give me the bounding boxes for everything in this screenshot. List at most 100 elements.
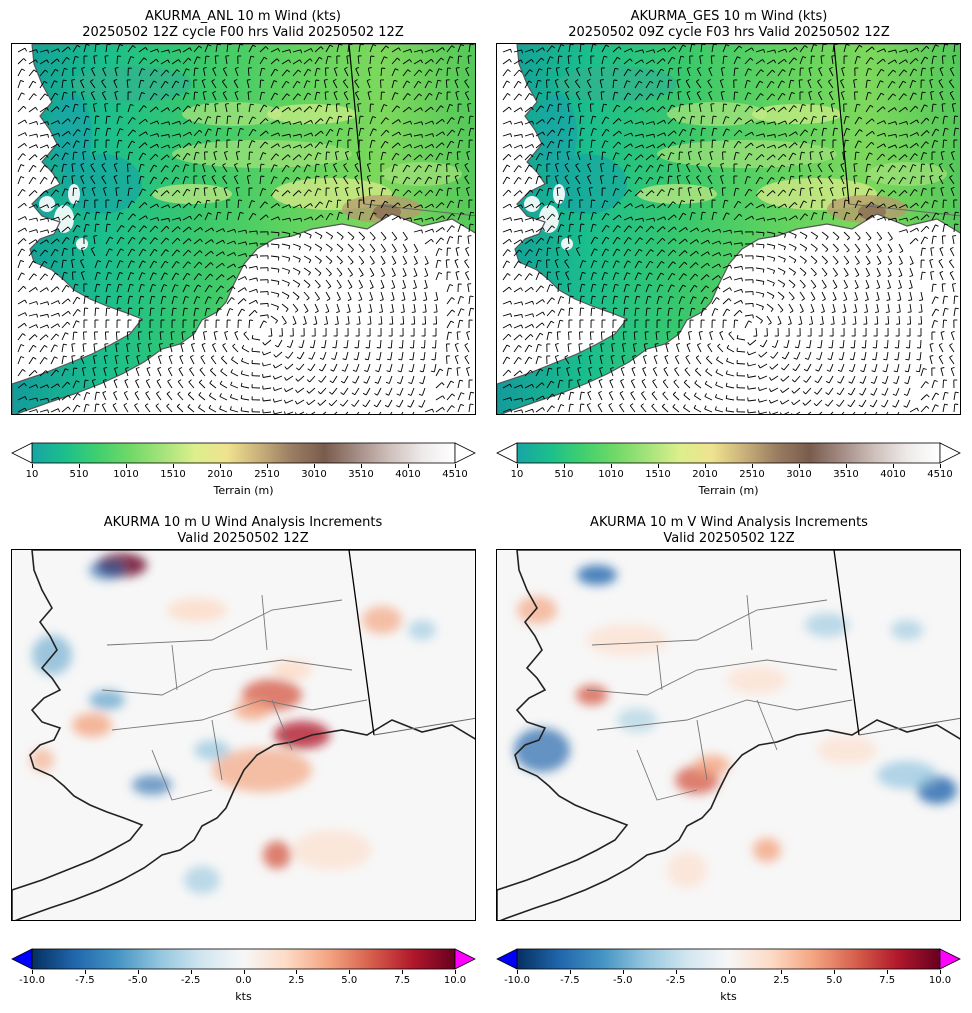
colorbar-tick-mark (190, 970, 192, 974)
colorbar-tick-label: 3010 (786, 469, 812, 480)
colorbar-tick-mark (267, 464, 268, 468)
colorbar-tick-label: 7.5 (394, 975, 411, 986)
colorbar-tick-label: -5.0 (612, 975, 633, 986)
colorbar-tick-label: -2.5 (665, 975, 686, 986)
colorbar-tick-mark (84, 970, 86, 974)
terrain-wind-map (496, 43, 961, 415)
colorbar-tick-mark (517, 464, 518, 468)
colorbar-tick-label: 2.5 (288, 975, 305, 986)
colorbar-tick-label: -7.5 (560, 975, 580, 986)
colorbar-tick-mark (781, 970, 783, 974)
colorbar-tick-mark (32, 464, 33, 468)
colorbar-tick-mark (243, 970, 245, 974)
colorbar-tick-label: 2.5 (773, 975, 790, 986)
colorbar-tick-label: -10.0 (19, 975, 45, 986)
colorbar-tick-mark (220, 464, 221, 468)
colorbar-tick-mark (705, 464, 706, 468)
panel-title-line1: AKURMA 10 m V Wind Analysis Increments (590, 515, 868, 530)
panel-title-line2: 20250502 09Z cycle F03 hrs Valid 2025050… (568, 25, 890, 40)
increment-colorbar: -10.0 -7.5 -5.0 -2.5 0.0 2.5 5.0 7.5 10.0 kts (496, 948, 961, 1008)
colorbar-tick-mark (834, 970, 836, 974)
colorbar-tick-mark (887, 970, 889, 974)
terrain-wind-map (11, 43, 476, 415)
colorbar-tick-label: 3510 (833, 469, 859, 480)
increment-map (496, 549, 961, 921)
colorbar-tick-label: -10.0 (504, 975, 530, 986)
colorbar-tick-label: 3510 (348, 469, 374, 480)
colorbar-tick-mark (137, 970, 139, 974)
colorbar-tick-label: 5.0 (341, 975, 358, 986)
terrain-colorbar: 10 510 1010 1510 2010 2510 3010 3510 4010 4510 Te… (496, 442, 961, 502)
colorbar-tick-label: -5.0 (127, 975, 148, 986)
panel-title-line1: AKURMA_ANL 10 m Wind (kts) (144, 9, 342, 24)
colorbar-tick-label: -7.5 (75, 975, 95, 986)
colorbar-tick-mark (402, 970, 404, 974)
terrain-colorbar: 10 510 1010 1510 2010 2510 3010 3510 4010 4510 Te… (11, 442, 476, 502)
colorbar-label: Terrain (m) (698, 484, 759, 497)
colorbar-tick-mark (349, 970, 351, 974)
panel-title-line2: Valid 20250502 12Z (177, 531, 309, 546)
colorbar-tick-label: 10 (510, 469, 524, 480)
colorbar-tick-mark (455, 970, 456, 974)
colorbar-tick-label: 2510 (739, 469, 765, 480)
colorbar-label: kts (235, 990, 252, 1003)
colorbar-tick-mark (752, 464, 753, 468)
colorbar-tick-label: 4010 (880, 469, 906, 480)
colorbar-tick-label: 5.0 (826, 975, 843, 986)
colorbar-tick-label: 2510 (254, 469, 280, 480)
colorbar-tick-label: 1010 (113, 469, 139, 480)
colorbar-tick-mark (658, 464, 659, 468)
colorbar-tick-label: 2010 (692, 469, 718, 480)
colorbar-tick-label: 1510 (645, 469, 671, 480)
colorbar-tick-label: 0.0 (235, 975, 252, 986)
colorbar-tick-label: 4010 (395, 469, 421, 480)
colorbar-tick-label: 510 (554, 469, 574, 480)
colorbar-tick-mark (517, 970, 518, 974)
increment-map (11, 549, 476, 921)
panel-title-line1: AKURMA 10 m U Wind Analysis Increments (103, 515, 383, 530)
colorbar-tick-label: -2.5 (180, 975, 201, 986)
colorbar-tick-label: 10.0 (928, 975, 952, 986)
colorbar-tick-label: 4510 (927, 469, 953, 480)
colorbar-tick-mark (126, 464, 127, 468)
colorbar-tick-mark (675, 970, 677, 974)
colorbar-tick-mark (296, 970, 298, 974)
colorbar-tick-mark (455, 464, 456, 468)
colorbar-tick-mark (32, 970, 33, 974)
colorbar-label: kts (720, 990, 737, 1003)
colorbar-tick-mark (799, 464, 800, 468)
increment-colorbar: -10.0 -7.5 -5.0 -2.5 0.0 2.5 5.0 7.5 10.0 kts (11, 948, 476, 1008)
colorbar-tick-mark (940, 464, 941, 468)
colorbar-tick-mark (893, 464, 894, 468)
colorbar-label: Terrain (m) (213, 484, 274, 497)
colorbar-tick-mark (728, 970, 730, 974)
colorbar-tick-mark (79, 464, 80, 468)
colorbar-tick-mark (173, 464, 174, 468)
colorbar-tick-label: 10 (25, 469, 39, 480)
colorbar-tick-label: 1010 (598, 469, 624, 480)
colorbar-tick-label: 0.0 (720, 975, 737, 986)
colorbar-tick-mark (622, 970, 624, 974)
colorbar-tick-label: 4510 (442, 469, 468, 480)
colorbar-tick-mark (940, 970, 941, 974)
colorbar-tick-mark (314, 464, 315, 468)
panel-title-line2: 20250502 12Z cycle F00 hrs Valid 2025050… (82, 25, 404, 40)
panel-title-line2: Valid 20250502 12Z (663, 531, 795, 546)
panel-u-increments: AKURMA 10 m U Wind Analysis Increments V… (0, 506, 486, 1013)
panel-ges: AKURMA_GES 10 m Wind (kts) 20250502 09Z … (486, 0, 972, 506)
panel-v-increments: AKURMA 10 m V Wind Analysis Increments V… (486, 506, 972, 1013)
colorbar-tick-mark (569, 970, 571, 974)
colorbar-tick-label: 510 (69, 469, 89, 480)
colorbar-tick-mark (564, 464, 565, 468)
colorbar-tick-mark (846, 464, 847, 468)
panel-title-line1: AKURMA_GES 10 m Wind (kts) (630, 9, 828, 24)
panel-anl: AKURMA_ANL 10 m Wind (kts) 20250502 12Z … (0, 0, 486, 506)
colorbar-tick-label: 3010 (301, 469, 327, 480)
colorbar-tick-label: 7.5 (879, 975, 896, 986)
colorbar-tick-mark (611, 464, 612, 468)
colorbar-tick-label: 10.0 (443, 975, 467, 986)
colorbar-tick-label: 1510 (160, 469, 186, 480)
colorbar-tick-mark (408, 464, 409, 468)
colorbar-tick-mark (361, 464, 362, 468)
colorbar-tick-label: 2010 (207, 469, 233, 480)
